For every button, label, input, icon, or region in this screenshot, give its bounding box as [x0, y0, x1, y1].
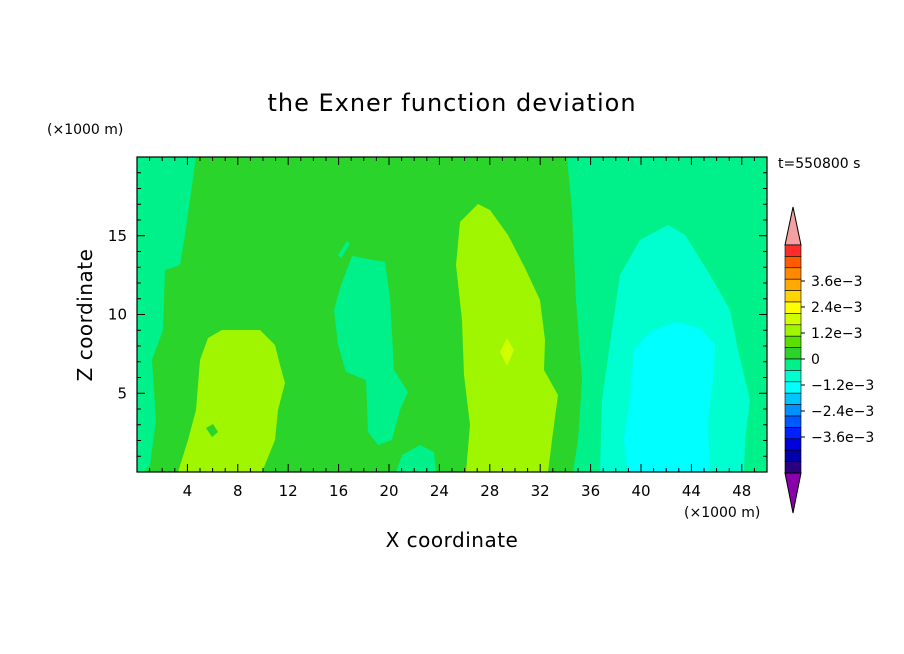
x-ticks: 4 8 12 16 20 24 28 32 36 40 44 48 — [149, 157, 755, 500]
colorbar-under-triangle — [784, 472, 802, 514]
colorbar-tick-label: 0 — [811, 352, 820, 368]
colorbar-segment — [784, 256, 802, 269]
colorbar-segment — [784, 358, 802, 371]
colorbar-tick-label: −2.4e−3 — [811, 404, 874, 420]
x-tick-label: 24 — [430, 482, 449, 500]
contour-left-positive — [178, 330, 285, 472]
y-tick-label: 5 — [117, 384, 127, 402]
contour-max-spot — [500, 338, 514, 366]
x-tick-label: 16 — [329, 482, 348, 500]
colorbar-tick-label: 1.2e−3 — [811, 326, 863, 342]
colorbar-tick-label: 3.6e−3 — [811, 274, 863, 290]
y-axis-label: Z coordinate — [73, 249, 97, 382]
contour-mid-column — [334, 256, 408, 445]
colorbar-over-triangle — [784, 206, 802, 246]
contour-field — [137, 157, 767, 472]
colorbar-segment — [784, 324, 802, 337]
contour-left-hole — [206, 424, 218, 437]
contour-mid-sliver — [338, 241, 350, 258]
colorbar-segment — [784, 404, 802, 417]
x-tick-label: 48 — [732, 482, 751, 500]
x-tick-label: 40 — [631, 482, 650, 500]
x-tick-label: 28 — [480, 482, 499, 500]
x-tick-label: 36 — [581, 482, 600, 500]
colorbar-tick-label: −3.6e−3 — [811, 430, 874, 446]
colorbar-segment — [784, 392, 802, 405]
contour-left-edge — [137, 157, 196, 472]
chart-title: the Exner function deviation — [267, 89, 636, 117]
colorbar-segment — [784, 381, 802, 394]
y-tick-label: 15 — [108, 227, 127, 245]
colorbar-segment — [784, 301, 802, 314]
colorbar-segment — [784, 370, 802, 383]
x-tick-label: 12 — [279, 482, 298, 500]
y-ticks: 5 10 15 — [108, 172, 767, 457]
y-tick-label: 10 — [108, 306, 127, 324]
colorbar-segment — [784, 267, 802, 280]
colorbar-tick-label: −1.2e−3 — [811, 378, 874, 394]
colorbar-tick-label: 2.4e−3 — [811, 300, 863, 316]
contour-bottom-bump — [396, 445, 436, 472]
colorbar-segment — [784, 290, 802, 303]
colorbar-segment — [784, 449, 802, 462]
x-tick-label: 20 — [379, 482, 398, 500]
x-tick-label: 44 — [682, 482, 701, 500]
y-unit-label: (×1000 m) — [47, 122, 123, 138]
time-label: t=550800 s — [778, 156, 860, 172]
colorbar-segment — [784, 347, 802, 360]
colorbar-segment — [784, 244, 802, 257]
colorbar-segment — [784, 461, 802, 474]
colorbar-segment — [784, 278, 802, 291]
colorbar-segment — [784, 438, 802, 451]
colorbar-segment — [784, 335, 802, 348]
colorbar-segment — [784, 313, 802, 326]
contour-right-core — [624, 322, 715, 472]
colorbar: 3.6e−3 2.4e−3 1.2e−3 0 −1.2e−3 −2.4e−3 −3.6e−3 — [784, 206, 874, 514]
x-axis-label: X coordinate — [386, 528, 519, 552]
x-tick-label: 8 — [233, 482, 243, 500]
colorbar-segment — [784, 427, 802, 440]
colorbar-segment — [784, 415, 802, 428]
x-unit-label: (×1000 m) — [684, 505, 760, 521]
x-tick-label: 4 — [183, 482, 193, 500]
x-tick-label: 32 — [531, 482, 550, 500]
